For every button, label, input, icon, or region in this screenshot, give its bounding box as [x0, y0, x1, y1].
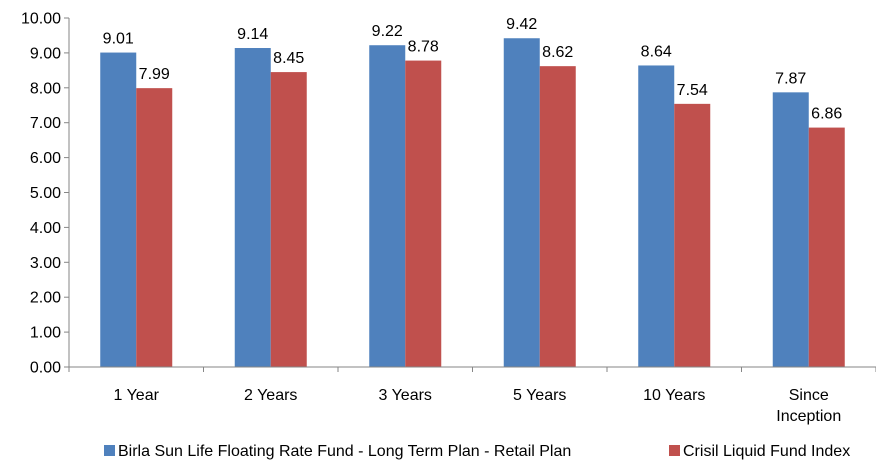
bar-series-1 [638, 65, 675, 368]
bar-series-1 [503, 38, 540, 367]
data-label-series-2: 6.86 [811, 106, 842, 123]
legend-label-series-1: Birla Sun Life Floating Rate Fund - Long… [118, 443, 571, 460]
x-tick-label: 5 Years [513, 387, 566, 404]
y-tick-label: 0.00 [30, 360, 61, 377]
x-tick-label: 2 Years [244, 387, 297, 404]
data-label-series-2: 8.45 [273, 50, 304, 67]
y-tick-label: 10.00 [21, 11, 61, 28]
x-axis: 1 Year 2 Years 3 Years 5 Years 10 Years Since… [68, 366, 876, 425]
data-label-series-1: 7.87 [775, 70, 806, 87]
data-label-series-2: 8.78 [408, 39, 439, 56]
data-label-series-1: 9.42 [506, 16, 537, 33]
bar-series-1 [772, 92, 809, 367]
legend-label-series-2: Crisil Liquid Fund Index [683, 443, 850, 460]
bar-series-2 [674, 103, 711, 367]
y-tick-label: 4.00 [30, 220, 61, 237]
data-label-series-2: 8.62 [542, 44, 573, 61]
x-tick-label: 1 Year [114, 387, 160, 404]
data-labels: 9.01 7.99 9.14 8.45 9.22 8.78 9.42 8.62 8.64 7.54… [103, 16, 843, 122]
y-tick-label: 3.00 [30, 255, 61, 272]
bar-series-2 [136, 88, 173, 368]
y-axis: 0.00 1.00 2.00 3.00 4.00 5.00 6.00 7.00 8.00 9.00… [21, 11, 70, 377]
legend-swatch-series-2 [669, 445, 680, 456]
y-tick-label: 1.00 [30, 325, 61, 342]
bar-series-2 [808, 127, 845, 367]
data-label-series-1: 8.64 [641, 43, 672, 60]
y-tick-label: 2.00 [30, 290, 61, 307]
y-tick-label: 8.00 [30, 80, 61, 97]
data-label-series-1: 9.01 [103, 31, 134, 48]
bar-series-2 [270, 72, 307, 367]
bar-series-2 [405, 60, 442, 367]
bar-series-2 [539, 66, 576, 368]
data-label-series-2: 7.54 [677, 82, 708, 99]
y-tick-label: 6.00 [30, 150, 61, 167]
x-tick-label: 10 Years [643, 387, 705, 404]
data-label-series-2: 7.99 [139, 66, 170, 83]
bar-series-1 [369, 45, 406, 368]
legend-swatch-series-1 [104, 445, 115, 456]
x-tick-label: 3 Years [379, 387, 432, 404]
y-tick-label: 5.00 [30, 185, 61, 202]
bar-series-1 [234, 48, 271, 367]
y-tick-label: 7.00 [30, 115, 61, 132]
y-tick-label: 9.00 [30, 45, 61, 62]
data-label-series-1: 9.14 [237, 26, 268, 43]
x-tick-label: Since Inception [776, 387, 841, 425]
bar-series-1 [100, 52, 137, 368]
legend: Birla Sun Life Floating Rate Fund - Long… [104, 443, 850, 460]
bars [100, 38, 845, 368]
data-label-series-1: 9.22 [372, 23, 403, 40]
